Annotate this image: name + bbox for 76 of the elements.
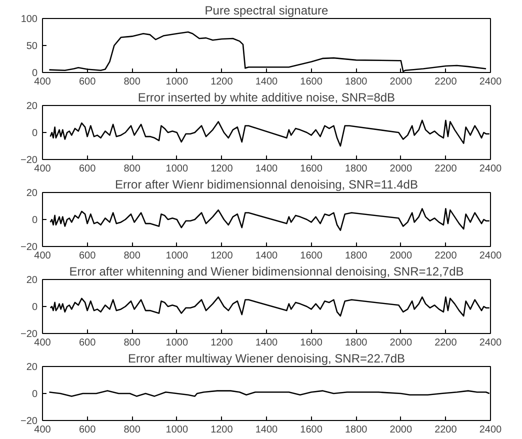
x-tick-label: 1800 [344,250,368,262]
x-tick-label: 800 [124,164,141,174]
x-tick-label: 1600 [300,76,323,88]
y-tick-label: 20 [26,188,38,199]
x-tick-label: 1400 [255,250,278,262]
x-tick-label: 1200 [210,76,234,88]
y-tick-label: 100 [20,14,38,25]
y-tick-label: 20 [26,101,38,112]
x-tick-label: 1200 [210,338,234,348]
x-tick-label: 2000 [390,424,412,436]
x-tick-label: 800 [124,250,141,262]
y-tick-label: 0 [32,215,38,226]
x-tick-label: 1800 [344,164,368,174]
y-tick-label: 0 [32,128,38,139]
x-tick-label: 2200 [434,250,458,262]
line-series [48,31,487,72]
y-tick-label: 0 [32,68,38,79]
x-tick-label: 1800 [344,338,368,348]
y-tick-label: −20 [20,416,38,427]
x-tick-label: 800 [124,76,141,88]
x-tick-label: 1000 [166,250,188,262]
chart-title: Error after Wienr bidimensionnal denoising, SNR=11.4dB [115,178,418,192]
x-tick-label: 2400 [479,338,502,348]
x-tick-label: 2400 [479,164,502,174]
chart-title: Error after multiway Wiener denoising, SNR=22.7dB [128,352,406,366]
x-tick-label: 2200 [434,164,458,174]
x-tick-label: 2000 [390,164,412,174]
y-tick-label: −20 [20,155,38,166]
x-tick-label: 1600 [300,164,323,174]
x-tick-label: 2200 [434,424,458,436]
x-tick-label: 2000 [390,76,412,88]
y-tick-label: 0 [32,389,38,400]
x-tick-label: 400 [34,338,52,348]
x-tick-label: 1600 [300,338,323,348]
x-tick-label: 2200 [434,76,458,88]
x-tick-label: 400 [34,250,52,262]
x-tick-label: 1000 [166,76,188,88]
y-tick-label: 50 [26,41,38,52]
x-tick-label: 600 [78,338,96,348]
x-tick-label: 800 [124,338,141,348]
x-tick-label: 1800 [344,76,368,88]
x-tick-label: 1200 [210,424,234,436]
x-tick-label: 800 [124,424,141,436]
x-tick-label: 400 [34,76,52,88]
x-tick-label: 600 [78,424,96,436]
y-tick-label: 20 [26,362,38,373]
chart-title: Error inserted by white additive noise, SNR=8dB [138,90,396,104]
x-tick-label: 600 [78,250,96,262]
x-tick-label: 1200 [210,250,234,262]
chart-title: Pure spectral signature [204,4,329,18]
y-tick-label: −20 [20,329,38,340]
x-tick-label: 2400 [479,76,502,88]
chart-title: Error after whitenning and Wiener bidimensionnal denoising, SNR=12,7dB [69,264,464,278]
x-tick-label: 2000 [390,338,412,348]
x-tick-label: 1000 [166,424,188,436]
x-tick-label: 400 [34,164,52,174]
x-tick-label: 2200 [434,338,458,348]
y-tick-label: 20 [26,275,38,286]
x-tick-label: 1400 [255,424,278,436]
x-tick-label: 1400 [255,76,278,88]
x-tick-label: 1200 [210,164,234,174]
x-tick-label: 1600 [300,250,323,262]
x-tick-label: 1400 [255,338,278,348]
y-tick-label: 0 [32,302,38,313]
x-tick-label: 2400 [479,250,502,262]
y-tick-label: −20 [20,242,38,253]
x-tick-label: 600 [78,164,96,174]
x-tick-label: 600 [78,76,96,88]
x-tick-label: 400 [34,424,52,436]
x-tick-label: 1600 [300,424,323,436]
x-tick-label: 2400 [479,424,502,436]
x-tick-label: 1800 [344,424,368,436]
x-tick-label: 1000 [166,164,188,174]
x-tick-label: 2000 [390,250,412,262]
x-tick-label: 1400 [255,164,278,174]
x-tick-label: 1000 [166,338,188,348]
